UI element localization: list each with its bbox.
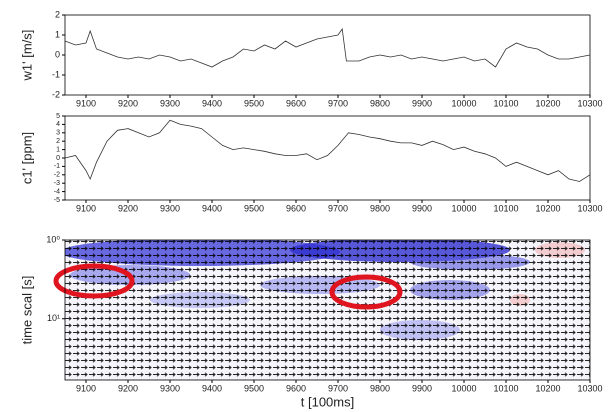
y-tick-label: 2 [55,9,60,19]
y-tick-label: 0 [55,49,60,59]
x-tick-label: 10100 [493,203,518,213]
x-tick-label: 9400 [202,203,222,213]
y-tick-label: -2 [54,172,60,179]
y-tick-label: -1 [54,163,60,170]
x-tick-label: 9300 [160,383,180,393]
x-tick-label: 9500 [244,203,264,213]
x-tick-label: 9900 [412,383,432,393]
y-tick-label: 4 [56,121,60,128]
y-tick-label: 3 [56,130,60,137]
y-axis-label: c1' [ppm] [19,132,34,184]
x-tick-label: 10100 [493,98,518,108]
x-tick-label: 9400 [202,98,222,108]
x-tick-label: 9700 [328,383,348,393]
x-tick-label: 9700 [328,98,348,108]
x-tick-label: 10300 [577,203,602,213]
x-tick-label: 9500 [244,383,264,393]
highlight-ellipse [53,263,135,299]
x-tick-label: 9200 [118,98,138,108]
x-tick-label: 9600 [286,383,306,393]
x-tick-label: 9200 [118,383,138,393]
x-tick-label: 10300 [577,98,602,108]
x-tick-label: 9800 [370,383,390,393]
x-tick-label: 9100 [76,98,96,108]
y-tick-label: 5 [56,113,60,120]
x-tick-label: 9400 [202,383,222,393]
x-tick-label: 10000 [451,98,476,108]
x-tick-label: 9900 [412,98,432,108]
x-tick-label: 9200 [118,203,138,213]
x-tick-label: 10200 [535,98,560,108]
x-tick-label: 9100 [76,383,96,393]
plot-frame [64,14,591,96]
y-tick-label: -1 [52,69,60,79]
x-tick-label: 9600 [286,98,306,108]
y-tick-label: 1 [56,146,60,153]
x-tick-label: 9100 [76,203,96,213]
y-tick-label: -4 [54,188,60,195]
x-tick-label: 10200 [535,383,560,393]
x-tick-label: 9900 [412,203,432,213]
y-tick-label: -3 [54,180,60,187]
x-tick-label: 9600 [286,203,306,213]
y-tick-label: -2 [52,89,60,99]
x-tick-label: 10000 [451,383,476,393]
x-tick-label: 9800 [370,203,390,213]
data-line [64,119,591,182]
x-tick-label: 10200 [535,203,560,213]
y-tick-label: 0 [56,155,60,162]
x-tick-label: 9800 [370,98,390,108]
y-tick-label: -5 [54,197,60,204]
data-line [64,27,591,68]
x-tick-label: 10100 [493,383,518,393]
x-tick-label: 10300 [577,383,602,393]
y-tick-label: 10¹ [47,313,60,323]
y-axis-label: time scal [s] [19,276,34,345]
plot-frame [64,115,591,201]
x-tick-label: 10000 [451,203,476,213]
x-axis-label: t [100ms] [301,394,354,409]
x-tick-label: 9300 [160,203,180,213]
x-tick-label: 9300 [160,98,180,108]
x-tick-label: 9700 [328,203,348,213]
y-tick-label: 2 [56,138,60,145]
y-tick-label: 1 [55,29,60,39]
y-tick-label: 10⁰ [46,234,60,244]
highlight-ellipse [329,274,403,310]
coherence-field [65,240,590,380]
x-tick-label: 9500 [244,98,264,108]
y-axis-label: w1' [m/s] [19,30,34,82]
plot-frame [64,239,591,381]
